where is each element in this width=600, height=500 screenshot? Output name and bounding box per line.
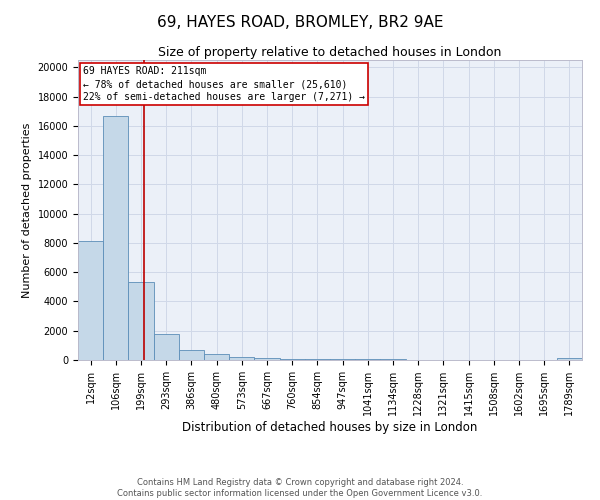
Bar	[103, 116, 128, 360]
Bar	[154, 334, 179, 360]
Y-axis label: Number of detached properties: Number of detached properties	[22, 122, 32, 298]
Text: 69 HAYES ROAD: 211sqm
← 78% of detached houses are smaller (25,610)
22% of semi-: 69 HAYES ROAD: 211sqm ← 78% of detached …	[83, 66, 365, 102]
Bar	[305, 359, 330, 360]
Bar	[78, 242, 103, 360]
Bar	[179, 350, 204, 360]
Bar	[128, 282, 154, 360]
X-axis label: Distribution of detached houses by size in London: Distribution of detached houses by size …	[182, 421, 478, 434]
Bar	[229, 357, 254, 360]
Bar	[280, 359, 305, 360]
Text: Contains HM Land Registry data © Crown copyright and database right 2024.
Contai: Contains HM Land Registry data © Crown c…	[118, 478, 482, 498]
Title: Size of property relative to detached houses in London: Size of property relative to detached ho…	[158, 46, 502, 59]
Bar	[254, 358, 280, 360]
Bar	[557, 358, 582, 360]
Bar	[204, 354, 229, 360]
Text: 69, HAYES ROAD, BROMLEY, BR2 9AE: 69, HAYES ROAD, BROMLEY, BR2 9AE	[157, 15, 443, 30]
